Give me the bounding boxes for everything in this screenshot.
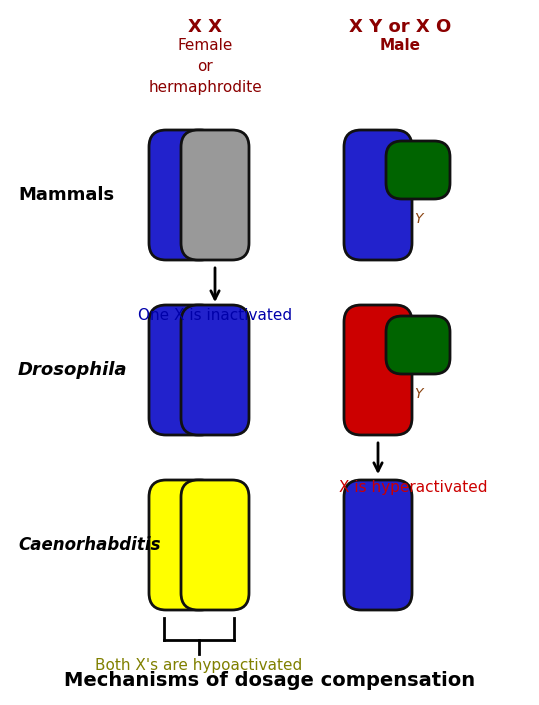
Text: Drosophila: Drosophila (18, 361, 128, 379)
Text: Mammals: Mammals (18, 186, 114, 204)
FancyBboxPatch shape (149, 130, 217, 260)
FancyBboxPatch shape (344, 130, 412, 260)
Text: Female
or
hermaphrodite: Female or hermaphrodite (148, 38, 262, 95)
FancyBboxPatch shape (181, 305, 249, 435)
Text: Caenorhabditis: Caenorhabditis (18, 536, 161, 554)
FancyBboxPatch shape (181, 480, 249, 610)
FancyBboxPatch shape (181, 130, 249, 260)
Text: Both X's are hypoactivated: Both X's are hypoactivated (95, 658, 302, 673)
FancyBboxPatch shape (344, 305, 412, 435)
Text: Male: Male (379, 38, 420, 53)
FancyBboxPatch shape (149, 305, 217, 435)
FancyBboxPatch shape (386, 141, 450, 199)
FancyBboxPatch shape (344, 480, 412, 610)
Text: X X: X X (188, 18, 222, 36)
FancyBboxPatch shape (386, 316, 450, 374)
FancyBboxPatch shape (149, 480, 217, 610)
Text: X Y or X O: X Y or X O (349, 18, 451, 36)
Text: One X is inactivated: One X is inactivated (138, 308, 292, 323)
Text: Y: Y (414, 212, 422, 226)
Text: X is hyperactivated: X is hyperactivated (338, 480, 487, 495)
Text: Y: Y (414, 387, 422, 401)
Text: Mechanisms of dosage compensation: Mechanisms of dosage compensation (64, 671, 475, 690)
